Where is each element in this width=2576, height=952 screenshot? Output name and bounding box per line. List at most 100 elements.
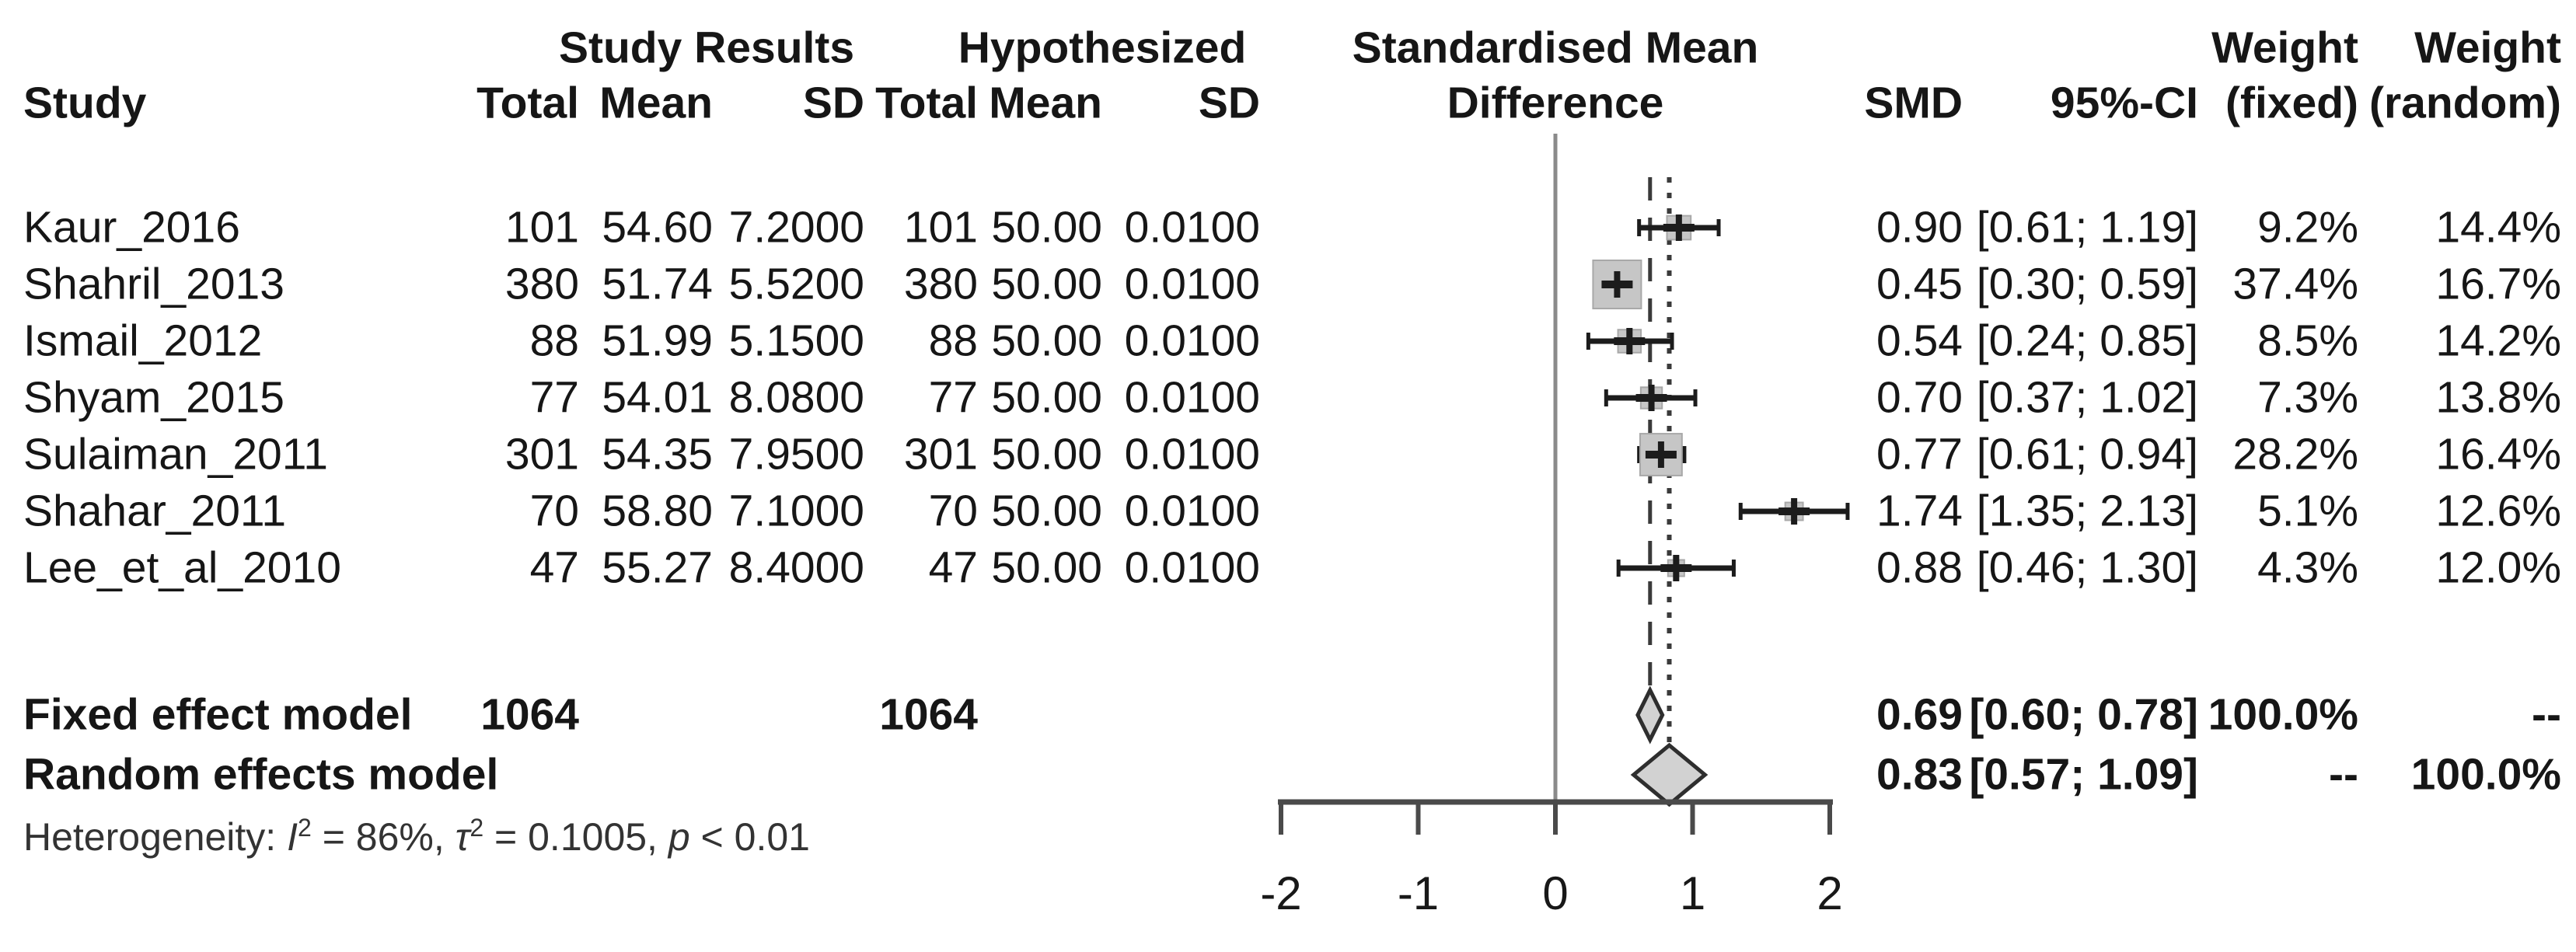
het-mid1: = 86%, xyxy=(311,815,456,859)
sr-mean: 51.99 xyxy=(602,316,713,366)
het-p: p xyxy=(668,815,690,859)
weight-random-value: 14.2% xyxy=(2435,316,2561,366)
hyp-mean: 50.00 xyxy=(991,202,1102,253)
het-i-sup: 2 xyxy=(298,814,312,842)
weight-random-value: 14.4% xyxy=(2435,202,2561,253)
weight-fixed-value: 4.3% xyxy=(2257,542,2358,593)
sr-total: 88 xyxy=(529,316,579,366)
sr-sd: 7.9500 xyxy=(728,429,864,479)
fixed-ci: [0.60; 0.78] xyxy=(1969,689,2198,740)
x-tick-label: 0 xyxy=(1542,867,1569,919)
ci-value: [0.37; 1.02] xyxy=(1976,372,2198,423)
smd-value: 1.74 xyxy=(1876,486,1963,536)
study-name: Shahril_2013 xyxy=(23,259,284,309)
ci-value: [0.30; 0.59] xyxy=(1976,259,2198,309)
ci-value: [0.24; 0.85] xyxy=(1976,316,2198,366)
het-tau-sup: 2 xyxy=(469,814,484,842)
het-suffix: < 0.01 xyxy=(689,815,810,859)
weight-fixed-value: 9.2% xyxy=(2257,202,2358,253)
hyp-mean: 50.00 xyxy=(991,542,1102,593)
hyp-mean: 50.00 xyxy=(991,316,1102,366)
hyp-mean: 50.00 xyxy=(991,486,1102,536)
weight-fixed-value: 37.4% xyxy=(2232,259,2358,309)
smd-value: 0.88 xyxy=(1876,542,1963,593)
fixed-effect-label: Fixed effect model xyxy=(23,689,413,740)
sr-mean: 54.60 xyxy=(602,202,713,253)
fixed-total: 1064 xyxy=(480,689,579,740)
random-ci: [0.57; 1.09] xyxy=(1969,749,2198,800)
fixed-smd: 0.69 xyxy=(1876,689,1963,740)
het-mid2: = 0.1005, xyxy=(483,815,668,859)
fixed-hyp-total: 1064 xyxy=(879,689,978,740)
weight-random-value: 13.8% xyxy=(2435,372,2561,423)
ci-value: [1.35; 2.13] xyxy=(1976,486,2198,536)
header-hyp-mean: Mean xyxy=(989,78,1102,128)
x-tick-label: 1 xyxy=(1679,867,1706,919)
weight-random-value: 12.6% xyxy=(2435,486,2561,536)
header-sr-sd: SD xyxy=(802,78,864,128)
smd-value: 0.54 xyxy=(1876,316,1963,366)
header-weight-random: Weight xyxy=(2414,23,2561,73)
header-study: Study xyxy=(23,78,147,128)
study-name: Kaur_2016 xyxy=(23,202,240,253)
ci-value: [0.61; 1.19] xyxy=(1976,202,2198,253)
sr-sd: 5.1500 xyxy=(728,316,864,366)
weight-random-value: 16.4% xyxy=(2435,429,2561,479)
hyp-mean: 50.00 xyxy=(991,259,1102,309)
sr-sd: 8.4000 xyxy=(728,542,864,593)
hyp-sd: 0.0100 xyxy=(1124,259,1260,309)
hyp-total: 101 xyxy=(903,202,978,253)
hyp-total: 47 xyxy=(928,542,978,593)
ci-value: [0.46; 1.30] xyxy=(1976,542,2198,593)
sr-total: 380 xyxy=(504,259,579,309)
weight-fixed-value: 8.5% xyxy=(2257,316,2358,366)
study-name: Shahar_2011 xyxy=(23,486,287,536)
smd-value: 0.45 xyxy=(1876,259,1963,309)
sr-mean: 55.27 xyxy=(602,542,713,593)
hyp-sd: 0.0100 xyxy=(1124,202,1260,253)
hyp-mean: 50.00 xyxy=(991,429,1102,479)
fixed-weight-fixed: 100.0% xyxy=(2208,689,2358,740)
weight-random-value: 16.7% xyxy=(2435,259,2561,309)
hyp-sd: 0.0100 xyxy=(1124,486,1260,536)
hyp-total: 301 xyxy=(903,429,978,479)
sr-sd: 8.0800 xyxy=(728,372,864,423)
sr-sd: 5.5200 xyxy=(728,259,864,309)
header-smd: SMD xyxy=(1864,78,1963,128)
hyp-total: 88 xyxy=(928,316,978,366)
sr-total: 70 xyxy=(529,486,579,536)
header-smd-group-line2: Difference xyxy=(1447,78,1664,128)
sr-mean: 51.74 xyxy=(602,259,713,309)
smd-value: 0.70 xyxy=(1876,372,1963,423)
sr-sd: 7.2000 xyxy=(728,202,864,253)
header-hypothesized: Hypothesized xyxy=(958,23,1247,73)
ci-value: [0.61; 0.94] xyxy=(1976,429,2198,479)
sr-mean: 58.80 xyxy=(602,486,713,536)
het-i: I xyxy=(287,815,298,859)
study-name: Sulaiman_2011 xyxy=(23,429,328,479)
hyp-mean: 50.00 xyxy=(991,372,1102,423)
random-weight-random: 100.0% xyxy=(2410,749,2561,800)
smd-value: 0.90 xyxy=(1876,202,1963,253)
header-sr-total: Total xyxy=(476,78,579,128)
study-name: Shyam_2015 xyxy=(23,372,284,423)
random-weight-fixed: -- xyxy=(2329,749,2358,800)
sr-mean: 54.01 xyxy=(602,372,713,423)
header-study-results: Study Results xyxy=(558,23,855,73)
study-name: Lee_et_al_2010 xyxy=(23,542,341,593)
header-weight-fixed: Weight xyxy=(2211,23,2358,73)
header-smd-group-line1: Standardised Mean xyxy=(1352,23,1759,73)
weight-random-value: 12.0% xyxy=(2435,542,2561,593)
random-smd: 0.83 xyxy=(1876,749,1963,800)
hyp-sd: 0.0100 xyxy=(1124,316,1260,366)
fixed-weight-random: -- xyxy=(2532,689,2561,740)
header-ci: 95%-CI xyxy=(2050,78,2198,128)
hyp-total: 77 xyxy=(928,372,978,423)
x-tick-label: -1 xyxy=(1397,867,1440,919)
weight-fixed-value: 5.1% xyxy=(2257,486,2358,536)
hyp-sd: 0.0100 xyxy=(1124,429,1260,479)
x-tick-label: -2 xyxy=(1260,867,1302,919)
header-weight-random-sub: (random) xyxy=(2369,78,2561,128)
x-tick-label: 2 xyxy=(1817,867,1843,919)
